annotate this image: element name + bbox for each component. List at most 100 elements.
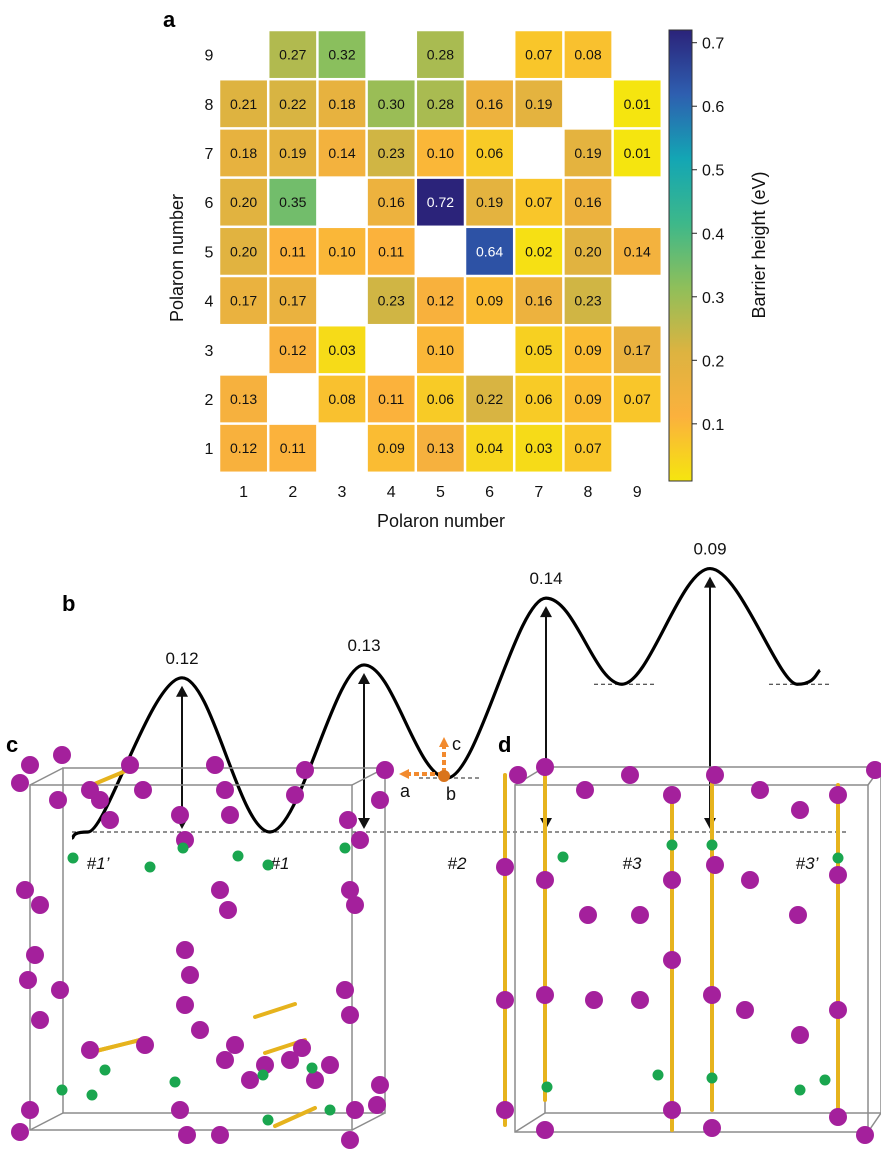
- heatmap-cell-label: 0.04: [476, 440, 503, 456]
- large-atom: [741, 871, 759, 889]
- heatmap-cell: [515, 326, 563, 374]
- heatmap-cell-label: 0.08: [328, 391, 355, 407]
- unit-cell-front: [514, 784, 869, 1133]
- barrier-arrow-head-up: [540, 606, 552, 618]
- a-axis-head: [399, 769, 409, 779]
- large-atom: [351, 831, 369, 849]
- heatmap-cell: [318, 31, 366, 78]
- large-atom: [376, 761, 394, 779]
- large-atom: [81, 1041, 99, 1059]
- heatmap-cell: [220, 424, 267, 472]
- large-atom: [191, 1021, 209, 1039]
- heatmap-cell-label: 0.19: [525, 96, 552, 112]
- large-atom: [339, 811, 357, 829]
- colorbar-tick-label: 0.5: [702, 163, 724, 180]
- colorbar-tick-label: 0.4: [702, 226, 724, 243]
- heatmap-cell-label: 0.02: [525, 243, 552, 259]
- heatmap-cell: [466, 277, 513, 324]
- c-axis-label: c: [452, 734, 461, 754]
- heatmap-cell: [318, 129, 366, 177]
- large-atom: [346, 1101, 364, 1119]
- x-tick-label: 7: [534, 484, 543, 501]
- heatmap-cell-label: 0.13: [230, 391, 257, 407]
- heatmap-cell: [269, 277, 317, 324]
- large-atom: [663, 871, 681, 889]
- heatmap-cell: [367, 80, 415, 128]
- y-tick-label: 1: [205, 441, 214, 458]
- heatmap-cell: [564, 277, 612, 324]
- heatmap-cell: [318, 80, 366, 128]
- heatmap-cell: [269, 31, 317, 78]
- heatmap-cell: [367, 129, 415, 177]
- heatmap-cell-label: 0.17: [624, 342, 651, 358]
- heatmap-cell-label: 0.06: [525, 391, 552, 407]
- heatmap-cell-label: 0.23: [378, 145, 405, 161]
- x-tick-label: 6: [485, 484, 494, 501]
- large-atom: [789, 906, 807, 924]
- large-atom: [856, 1126, 874, 1144]
- small-atom: [666, 839, 678, 851]
- large-atom: [576, 781, 594, 799]
- unit-cell-edge: [29, 1112, 64, 1131]
- small-atom: [67, 852, 79, 864]
- large-atom: [171, 806, 189, 824]
- large-atom: [536, 871, 554, 889]
- heatmap-cell-label: 0.35: [279, 194, 306, 210]
- heatmap-cell: [466, 228, 513, 275]
- heatmap-cell: [515, 228, 563, 275]
- heatmap-cell-label: 0.10: [328, 243, 355, 259]
- large-atom: [346, 896, 364, 914]
- heatmap-cell-label: 0.12: [279, 342, 306, 358]
- heatmap-cell-label: 0.21: [230, 96, 257, 112]
- heatmap-cell: [417, 31, 464, 78]
- x-tick-labels: 1 2 3 4 5 6 7 8 9: [239, 484, 642, 501]
- large-atom: [496, 858, 514, 876]
- large-atom: [829, 866, 847, 884]
- heatmap-cell-label: 0.09: [476, 293, 503, 309]
- heatmap-cell: [417, 277, 464, 324]
- heatmap-cell: [466, 375, 513, 423]
- heatmap-cell-label: 0.27: [279, 47, 306, 63]
- heatmap-cell: [269, 129, 317, 177]
- x-axis-label: Polaron number: [377, 511, 505, 531]
- heatmap-cell: [367, 277, 415, 324]
- heatmap-cell: [515, 178, 563, 226]
- heatmap-cell-label: 0.17: [279, 293, 306, 309]
- large-atom: [663, 951, 681, 969]
- barrier-value-label: 0.09: [693, 540, 726, 559]
- small-atom: [324, 1104, 336, 1116]
- large-atom: [211, 1126, 229, 1144]
- heatmap-cell: [417, 375, 464, 423]
- barrier-arrow-head-down: [358, 818, 370, 829]
- barrier-arrow-head-up: [176, 685, 188, 697]
- heatmap-cell-label: 0.22: [476, 391, 503, 407]
- heatmap-cell-label: 0.13: [427, 440, 454, 456]
- large-atom: [171, 1101, 189, 1119]
- large-atom: [791, 801, 809, 819]
- large-atom: [121, 756, 139, 774]
- small-atom: [86, 1089, 98, 1101]
- state-label: #1’: [87, 854, 110, 873]
- heatmap-cell-label: 0.09: [574, 391, 601, 407]
- heatmap-cell: [367, 375, 415, 423]
- heatmap-cell-label: 0.16: [378, 194, 405, 210]
- large-atom: [371, 791, 389, 809]
- large-atom: [81, 781, 99, 799]
- heatmap-cell: [564, 326, 612, 374]
- heatmap-cell: [515, 80, 563, 128]
- heatmap-cell: [613, 228, 661, 275]
- x-tick-label: 5: [436, 484, 445, 501]
- large-atom: [829, 1001, 847, 1019]
- heatmap-cell: [564, 31, 612, 78]
- large-atom: [791, 1026, 809, 1044]
- heatmap-cell-label: 0.19: [279, 145, 306, 161]
- large-atom: [286, 786, 304, 804]
- panel-label-a: a: [163, 7, 176, 32]
- heatmap-cell: [367, 178, 415, 226]
- heatmap-cell: [466, 178, 513, 226]
- small-atom: [262, 859, 274, 871]
- large-atom: [368, 1096, 386, 1114]
- dimer-bond: [273, 1106, 317, 1128]
- barrier-arrows: [176, 576, 716, 829]
- heatmap-cell: [564, 129, 612, 177]
